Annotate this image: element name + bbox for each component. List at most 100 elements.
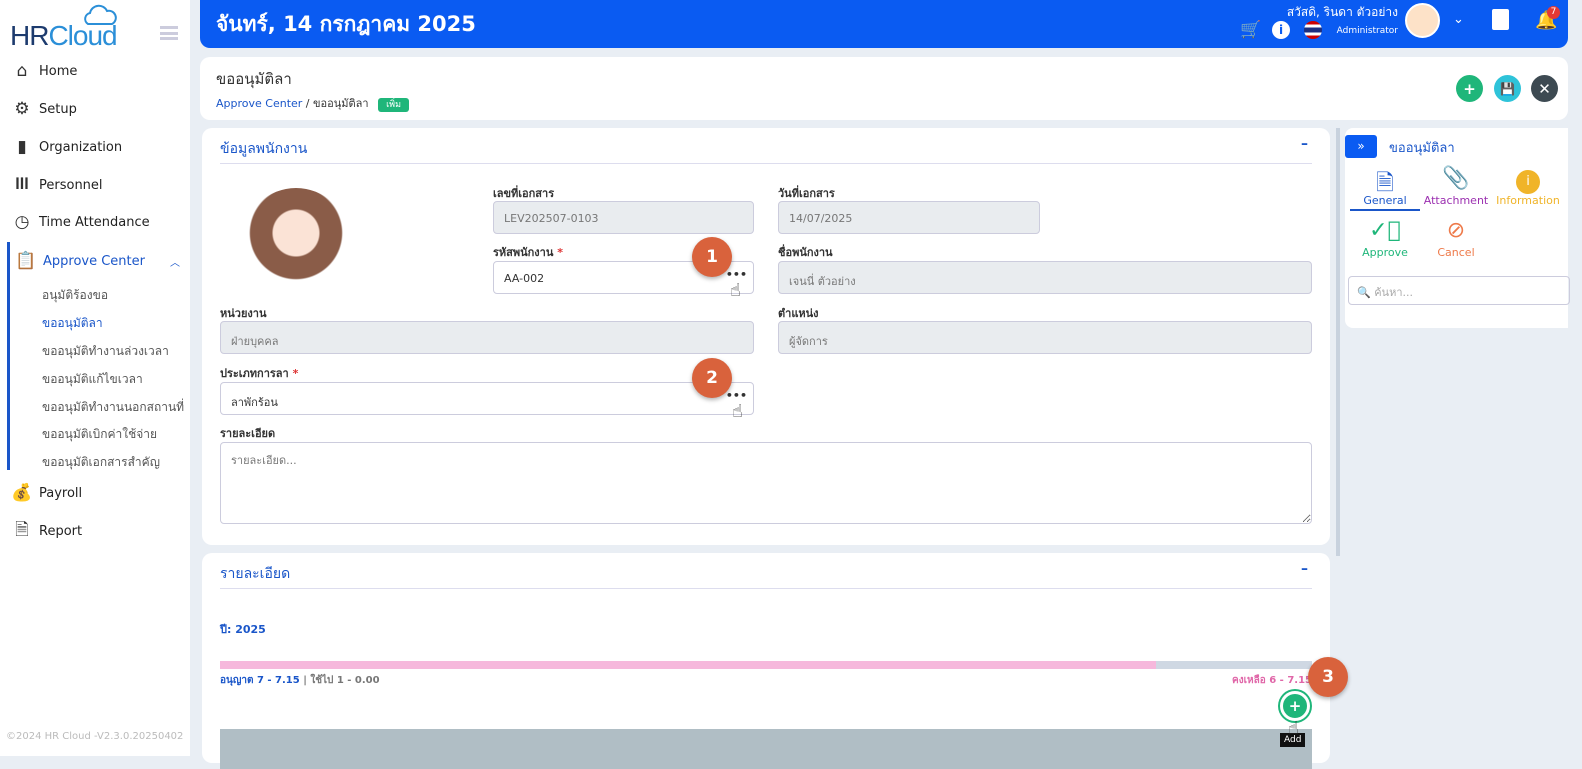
tab-label: Information <box>1496 194 1560 207</box>
notification-badge: 7 <box>1547 6 1560 19</box>
sidebar-item-organization[interactable]: ▮ Organization <box>0 128 190 166</box>
label: ตำแหน่ง <box>778 307 819 320</box>
page-title: ขออนุมัติลา <box>216 70 292 88</box>
splitter[interactable] <box>1336 128 1340 556</box>
info-icon[interactable]: i <box>1272 21 1290 39</box>
tab-label: Cancel <box>1437 246 1475 259</box>
details-section: รายละเอียด – ปี: 2025 อนุญาต 7 - 7.15 | ใ… <box>202 553 1348 769</box>
value: AA-002 <box>504 272 545 285</box>
sub-item-active[interactable]: ขออนุมัติลา <box>42 316 103 330</box>
more-icon[interactable]: ••• <box>725 268 747 281</box>
step-badge: 1 <box>692 237 732 277</box>
label: เลขที่เอกสาร <box>493 187 555 200</box>
label: รายละเอียด <box>220 427 276 440</box>
breadcrumb-current: ขออนุมัติลา <box>313 97 369 110</box>
label: รหัสพนักงาน <box>493 246 554 259</box>
cloud-icon <box>84 4 117 25</box>
section-title: รายละเอียด <box>220 566 291 582</box>
search-input[interactable]: 🔍 ค้นหา... <box>1348 276 1570 305</box>
label: Home <box>39 63 78 79</box>
sub-item[interactable]: ขออนุมัติทำงานนอกสถานที่ <box>42 400 185 414</box>
money-bag-icon: 💰 <box>11 483 33 503</box>
label: ชื่อพนักงาน <box>778 246 833 259</box>
sidebar-item-payroll[interactable]: 💰 Payroll <box>0 474 190 512</box>
value: ลาพักร้อน <box>231 396 278 409</box>
position-field: ผู้จัดการ <box>778 321 1312 354</box>
detail-textarea[interactable] <box>220 442 1312 524</box>
document-icon: 🗎 <box>1376 171 1394 196</box>
add-button[interactable]: + <box>1456 75 1483 102</box>
chevron-up-icon: ︿ <box>170 257 180 269</box>
sub-item[interactable]: ขออนุมัติแก้ไขเวลา <box>42 372 143 386</box>
chevron-down-icon[interactable]: ⌄ <box>1453 12 1464 27</box>
check-circle-icon: ✓⃝ <box>1369 218 1401 243</box>
label: Personnel <box>39 177 103 193</box>
sub-item[interactable]: ขออนุมัติทำงานล่วงเวลา <box>42 344 169 358</box>
department-field: ฝ่ายบุคคล <box>220 321 754 354</box>
version-footer: ©2024 HR Cloud -V2.3.0.20250402 <box>6 731 184 742</box>
tab-label: Attachment <box>1423 194 1489 207</box>
tab-information[interactable]: i Information <box>1493 166 1563 207</box>
tab-label: General <box>1363 194 1407 207</box>
sidebar-item-approve-center[interactable]: 📋 Approve Center ︿ <box>0 242 190 280</box>
cart-icon[interactable]: 🛒 <box>1240 20 1262 40</box>
close-button[interactable]: ✕ <box>1531 75 1558 102</box>
section-title: ข้อมูลพนักงาน <box>220 141 308 157</box>
label: Report <box>39 523 83 539</box>
sidebar-item-personnel[interactable]: ꟾꟾꟾ Personnel <box>0 166 190 204</box>
thai-flag-icon[interactable] <box>1304 21 1322 39</box>
tab-label: Approve <box>1362 246 1408 259</box>
step-badge: 3 <box>1308 657 1348 697</box>
document-icon[interactable] <box>1492 9 1509 30</box>
collapse-button[interactable]: – <box>1301 136 1308 152</box>
menu-toggle-icon[interactable] <box>160 26 178 40</box>
leave-balance-fill <box>220 661 1156 669</box>
sidebar-item-setup[interactable]: ⚙ Setup <box>0 90 190 128</box>
leave-type-field[interactable]: ลาพักร้อน ••• <box>220 382 754 415</box>
label: ประเภทการลา <box>220 367 289 380</box>
label: หน่วยงาน <box>220 307 267 320</box>
clipboard-check-icon: 📋 <box>15 251 37 271</box>
add-row-button[interactable]: + <box>1280 691 1310 721</box>
label: วันที่เอกสาร <box>778 187 835 200</box>
paperclip-icon: 📎 <box>1442 166 1470 191</box>
collapse-button[interactable]: – <box>1301 561 1308 577</box>
sub-item[interactable]: ขออนุมัติเบิกค่าใช้จ่าย <box>42 427 158 441</box>
right-panel: » ขออนุมัติลา 🗎 General 📎 Attachment i Info… <box>1345 128 1570 328</box>
active-indicator <box>7 242 10 470</box>
collapse-panel-icon[interactable]: » <box>1345 135 1377 158</box>
info-icon: i <box>1493 166 1563 194</box>
sub-item[interactable]: อนุมัติร้องขอ <box>42 288 109 302</box>
avatar[interactable] <box>1405 3 1440 38</box>
search-placeholder: ค้นหา... <box>1374 286 1413 299</box>
logo[interactable]: HRCloud <box>10 4 130 51</box>
year-label: ปี: 2025 <box>220 623 266 636</box>
sidebar: HRCloud ⌂ Home ⚙ Setup ▮ Organization ꟾꟾꟾ Pe… <box>0 0 190 756</box>
approve-action[interactable]: ✓⃝ Approve <box>1350 218 1420 259</box>
allowed-text: อนุญาต 7 - 7.15 <box>220 675 300 686</box>
breadcrumb-link[interactable]: Approve Center <box>216 97 303 110</box>
remaining-text: คงเหลือ 6 - 7.15 <box>1232 675 1312 686</box>
cancel-action[interactable]: ⊘ Cancel <box>1421 218 1491 259</box>
current-date: จันทร์, 14 กรกฎาคม 2025 <box>216 12 476 36</box>
home-icon: ⌂ <box>16 61 28 81</box>
more-icon[interactable]: ••• <box>725 389 747 402</box>
tab-attachment[interactable]: 📎 Attachment <box>1421 166 1491 207</box>
save-button[interactable]: 💾 <box>1494 75 1521 102</box>
section-header: รายละเอียด – <box>220 561 1312 589</box>
tab-general[interactable]: 🗎 General <box>1350 166 1420 211</box>
label: Time Attendance <box>39 214 150 230</box>
sidebar-item-home[interactable]: ⌂ Home <box>0 52 190 90</box>
section-header: ข้อมูลพนักงาน – <box>220 136 1312 164</box>
pointer-cursor-icon: ☝ <box>1288 718 1299 739</box>
employee-section: ข้อมูลพนักงาน – เลขที่เอกสาร LEV202507-01… <box>202 128 1330 545</box>
ban-icon: ⊘ <box>1446 218 1466 243</box>
table-header <box>220 729 1312 769</box>
sidebar-item-report[interactable]: 🗎 Report <box>0 512 190 550</box>
building-icon: ▮ <box>17 137 27 157</box>
topbar: จันทร์, 14 กรกฎาคม 2025 🛒 i สวัสดิ, รินด… <box>200 0 1568 48</box>
sub-item[interactable]: ขออนุมัติเอกสารสำคัญ <box>42 455 160 469</box>
sidebar-item-time-attendance[interactable]: ◷ Time Attendance <box>0 203 190 241</box>
employee-code-field[interactable]: AA-002 ••• <box>493 261 754 294</box>
logo-hr: HR <box>10 20 49 51</box>
